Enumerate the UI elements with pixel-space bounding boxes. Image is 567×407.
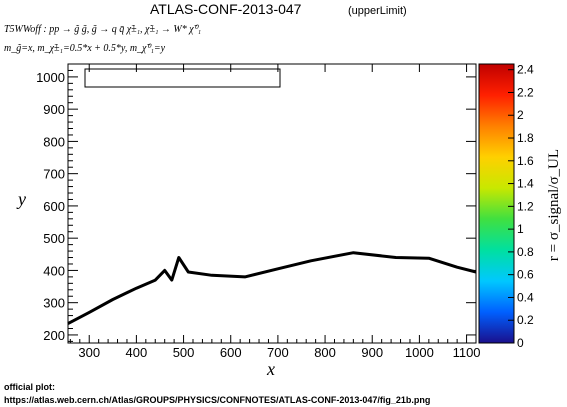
x-tick-label: 800: [314, 345, 336, 360]
colorbar-tick-label: 1.6: [517, 154, 534, 168]
y-tick-label: 800: [43, 134, 65, 149]
y-tick-label: 200: [43, 328, 65, 343]
colorbar-tick-label: 0.2: [517, 313, 534, 327]
colorbar: [478, 63, 515, 344]
y-axis-ticks: 200 300 400 500 600 700 800 900 1000: [36, 63, 476, 343]
colorbar-tick-label: 1.4: [517, 177, 534, 191]
y-tick-label: 1000: [36, 70, 65, 85]
chart-title: ATLAS-CONF-2013-047: [150, 1, 302, 17]
colorbar-gradient: [478, 63, 515, 344]
y-tick-label: 500: [43, 231, 65, 246]
footer-label: official plot:: [4, 382, 55, 392]
x-axis-ticks: 300 400 500 600 700 800 900 1000 1100: [69, 64, 481, 360]
colorbar-tick-label: 2.2: [517, 85, 534, 99]
legend-box: [84, 68, 281, 88]
colorbar-tick-label: 0.8: [517, 245, 534, 259]
footer-url: https://atlas.web.cern.ch/Atlas/GROUPS/P…: [4, 395, 430, 405]
colorbar-tick-label: 1: [517, 222, 524, 236]
colorbar-tick-label: 1.2: [517, 199, 534, 213]
colorbar-tick-label: 2.4: [517, 63, 534, 77]
colorbar-tick-label: 0.4: [517, 290, 534, 304]
process-description: T5WWoff : pp → g̃ g̃, g̃ → q q̄ χ̃±₁, χ̃…: [4, 24, 201, 35]
y-tick-label: 700: [43, 167, 65, 182]
y-tick-label: 400: [43, 263, 65, 278]
chart-subtitle: (upperLimit): [348, 5, 407, 17]
x-tick-label: 500: [173, 345, 195, 360]
colorbar-tick-label: 0: [517, 336, 524, 350]
plot-frame: [67, 63, 477, 344]
colorbar-ticks: 0 0.2 0.4 0.6 0.8 1 1.2 1.4 1.6 1.8 2 2.2 2.4: [508, 63, 534, 350]
y-tick-label: 600: [43, 199, 65, 214]
x-tick-label: 1100: [453, 345, 481, 360]
x-tick-label: 300: [78, 345, 100, 360]
colorbar-tick-label: 1.8: [517, 131, 534, 145]
colorbar-label: r = σ_signal/σ_UL: [546, 149, 562, 261]
colorbar-tick-label: 2: [517, 108, 524, 122]
x-tick-label: 700: [267, 345, 289, 360]
exclusion-curve: [67, 251, 477, 325]
y-axis-label: y: [16, 189, 26, 209]
x-axis-label: x: [266, 359, 275, 379]
y-tick-label: 300: [43, 296, 65, 311]
mass-relation: m_g̃=x, m_χ̃±₁=0.5*x + 0.5*y, m_χ̃⁰₁=y: [4, 43, 166, 54]
y-tick-label: 900: [43, 102, 65, 117]
x-tick-label: 900: [361, 345, 383, 360]
x-tick-label: 1000: [405, 345, 434, 360]
x-tick-label: 600: [220, 345, 242, 360]
colorbar-tick-label: 0.6: [517, 268, 534, 282]
x-tick-label: 400: [126, 345, 148, 360]
